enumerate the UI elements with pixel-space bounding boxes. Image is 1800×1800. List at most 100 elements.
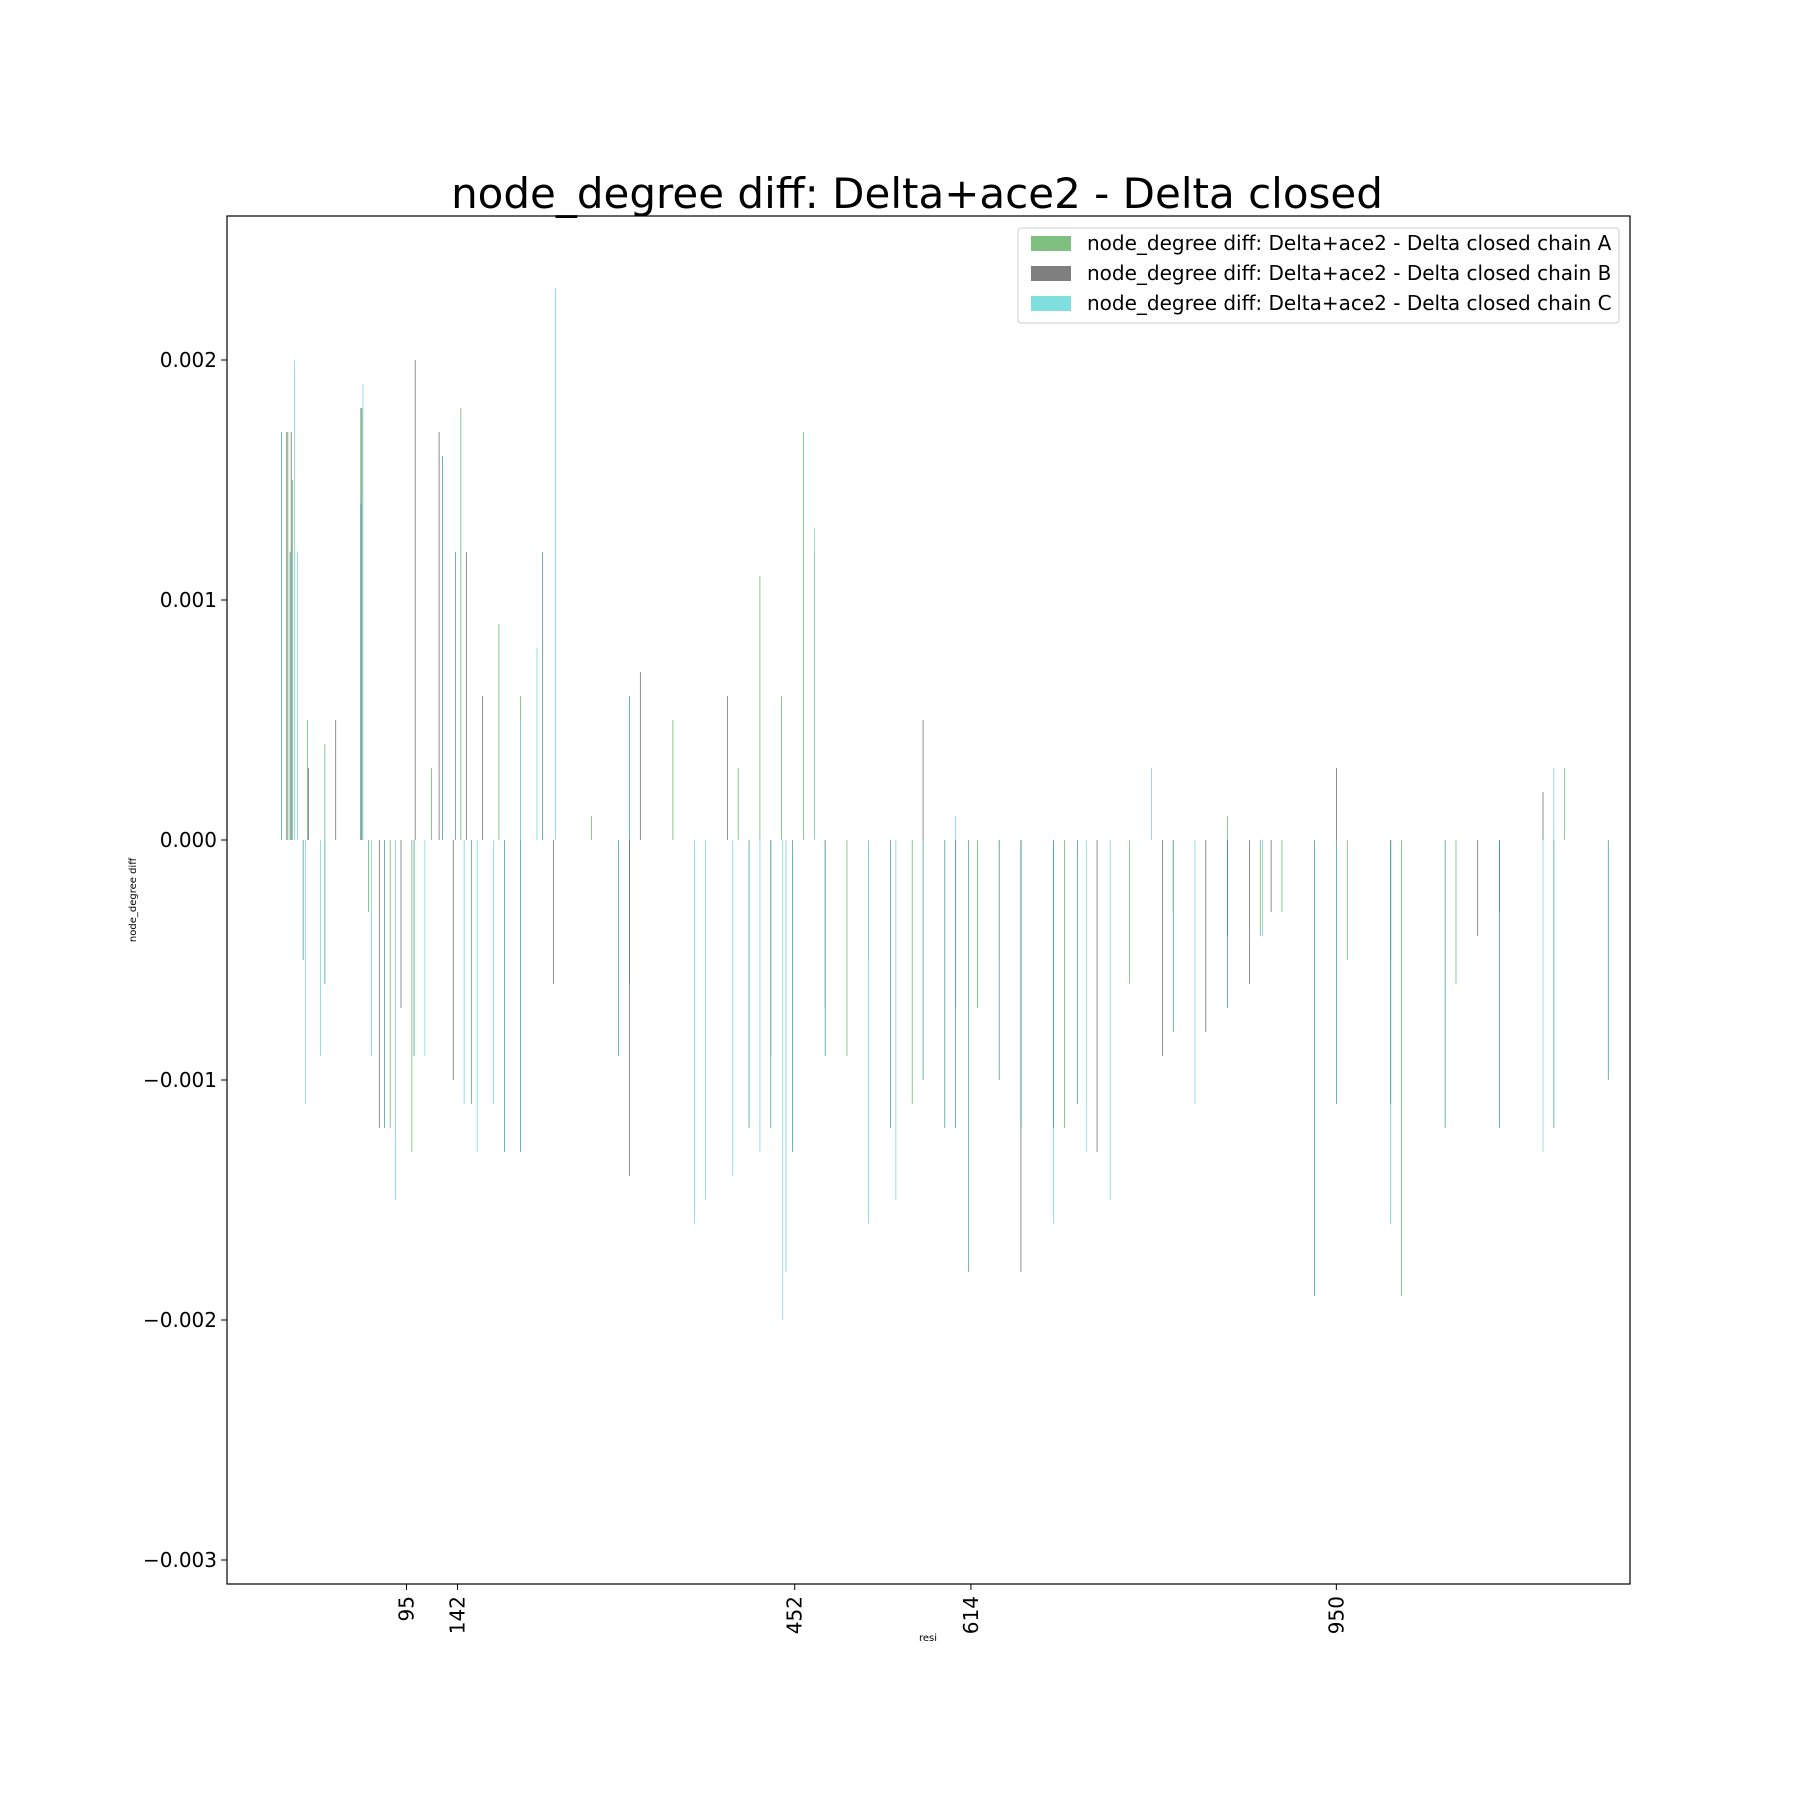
- bar-series-3-36: [1607, 840, 1609, 1080]
- bar-series-0-7: [411, 840, 413, 1152]
- bar-series-0-34: [1564, 768, 1566, 840]
- bar-series-2-25: [1085, 840, 1087, 1152]
- bar-series-3-27: [1077, 840, 1078, 1104]
- bar-series-3-3: [324, 840, 326, 984]
- bar-series-3-8: [455, 552, 456, 840]
- bar-series-0-26: [1227, 816, 1228, 840]
- bar-series-2-7: [424, 840, 426, 1056]
- legend-label-1: node_degree diff: Delta+ace2 - Delta clo…: [1087, 261, 1611, 285]
- bar-series-2-13: [555, 288, 556, 840]
- bar-series-1-9: [452, 840, 454, 1080]
- bar-series-2-0: [294, 360, 295, 840]
- bar-series-3-15: [748, 840, 750, 1128]
- bar-series-0-24: [1129, 840, 1131, 984]
- legend-box: [1017, 227, 1620, 324]
- bar-series-3-12: [542, 552, 543, 840]
- bar-series-1-4: [361, 408, 363, 840]
- bar-series-1-20: [922, 720, 924, 840]
- bar-series-0-31: [1401, 840, 1402, 1296]
- legend-swatch-2: [1031, 296, 1071, 311]
- bar-series-3-9: [471, 840, 473, 1104]
- bar-series-3-6: [413, 840, 415, 1056]
- bar-series-3-5: [384, 840, 386, 1128]
- bar-series-0-28: [1281, 840, 1283, 912]
- bar-series-0-16: [759, 576, 761, 840]
- bar-series-0-27: [1259, 840, 1261, 936]
- legend-swatch-1: [1031, 266, 1071, 281]
- y-tick-label: 0.002: [160, 348, 217, 372]
- bar-series-0-1: [291, 480, 293, 840]
- bar-series-2-32: [1553, 768, 1555, 840]
- bar-series-1-27: [1249, 840, 1250, 984]
- bar-series-1-8: [438, 432, 440, 840]
- legend-label-0: node_degree diff: Delta+ace2 - Delta clo…: [1087, 231, 1612, 255]
- bar-series-3-7: [442, 456, 443, 840]
- bar-series-3-19: [890, 840, 891, 1128]
- bar-series-3-34: [1499, 840, 1500, 1128]
- y-axis: −0.003 −0.002 −0.001 0.000 0.001 0.002: [143, 348, 227, 1572]
- y-tick-label: −0.003: [143, 1548, 217, 1572]
- bar-series-1-25: [1205, 840, 1207, 1032]
- bar-series-3-4: [360, 504, 362, 840]
- bar-series-0-20: [911, 840, 913, 1104]
- bar-series-2-18: [782, 840, 784, 1320]
- bar-series-3-13: [618, 840, 619, 1056]
- bar-series-0-12: [591, 816, 592, 840]
- bar-series-0-19: [846, 840, 848, 1056]
- bar-series-3-11: [520, 840, 521, 1152]
- bar-series-2-1: [297, 552, 299, 840]
- bar-series-3-25: [1020, 840, 1022, 1128]
- bar-series-0-32: [1455, 840, 1457, 984]
- bar-series-0-21: [977, 840, 978, 1008]
- bar-series-3-23: [968, 840, 970, 1272]
- bar-series-3-0: [281, 432, 282, 840]
- bar-series-2-6: [395, 840, 396, 1200]
- bar-series-2-26: [1109, 840, 1111, 1200]
- bar-series-0-6: [389, 840, 391, 1128]
- bar-series-2-21: [868, 840, 870, 1224]
- bar-series-1-10: [465, 552, 467, 840]
- bar-series-3-28: [1172, 840, 1174, 1032]
- bar-series-1-15: [726, 696, 728, 840]
- bar-series-2-31: [1542, 840, 1544, 1152]
- bar-series-1-13: [629, 840, 630, 1176]
- bar-series-3-24: [998, 840, 1000, 1080]
- bar-series-0-18: [803, 432, 804, 840]
- bar-series-3-10: [504, 840, 505, 1152]
- bar-series-2-19: [785, 840, 787, 1272]
- x-tick-label: 142: [446, 1596, 470, 1634]
- bar-series-2-8: [463, 840, 465, 1104]
- x-tick-label: 614: [959, 1596, 983, 1634]
- x-tick-label: 452: [783, 1596, 807, 1634]
- y-axis-label: node_degree diff: [128, 857, 139, 942]
- bar-series-1-11: [482, 696, 483, 840]
- bar-series-2-27: [1151, 768, 1152, 840]
- plot-frame: [226, 215, 1631, 1585]
- bar-series-2-16: [732, 840, 734, 1176]
- bar-series-1-24: [1162, 840, 1163, 1056]
- y-tick-label: −0.001: [143, 1068, 217, 1092]
- bar-series-2-12: [536, 648, 538, 840]
- bar-series-3-21: [944, 840, 946, 1128]
- bar-series-3-29: [1227, 840, 1228, 1008]
- bar-series-1-2: [308, 768, 309, 840]
- bar-series-3-22: [955, 840, 957, 1128]
- bar-series-2-14: [694, 840, 695, 1224]
- bar-series-0-14: [672, 720, 674, 840]
- bar-series-2-22: [895, 840, 897, 1200]
- y-tick-label: 0.000: [160, 828, 217, 852]
- bar-series-1-3: [335, 720, 337, 840]
- bar-series-2-17: [759, 840, 761, 1152]
- y-tick-label: 0.001: [160, 588, 217, 612]
- bar-series-3-16: [770, 840, 772, 1128]
- bar-series-1-6: [400, 840, 402, 1008]
- legend-label-2: node_degree diff: Delta+ace2 - Delta clo…: [1087, 291, 1612, 315]
- bar-series-3-20: [922, 840, 924, 1080]
- bar-series-0-9: [460, 408, 462, 840]
- bar-series-2-28: [1194, 840, 1196, 1104]
- bar-series-0-5: [368, 840, 369, 912]
- bar-series-3-35: [1553, 840, 1555, 1128]
- x-tick-label: 950: [1324, 1596, 1348, 1634]
- bar-series-1-14: [639, 672, 641, 840]
